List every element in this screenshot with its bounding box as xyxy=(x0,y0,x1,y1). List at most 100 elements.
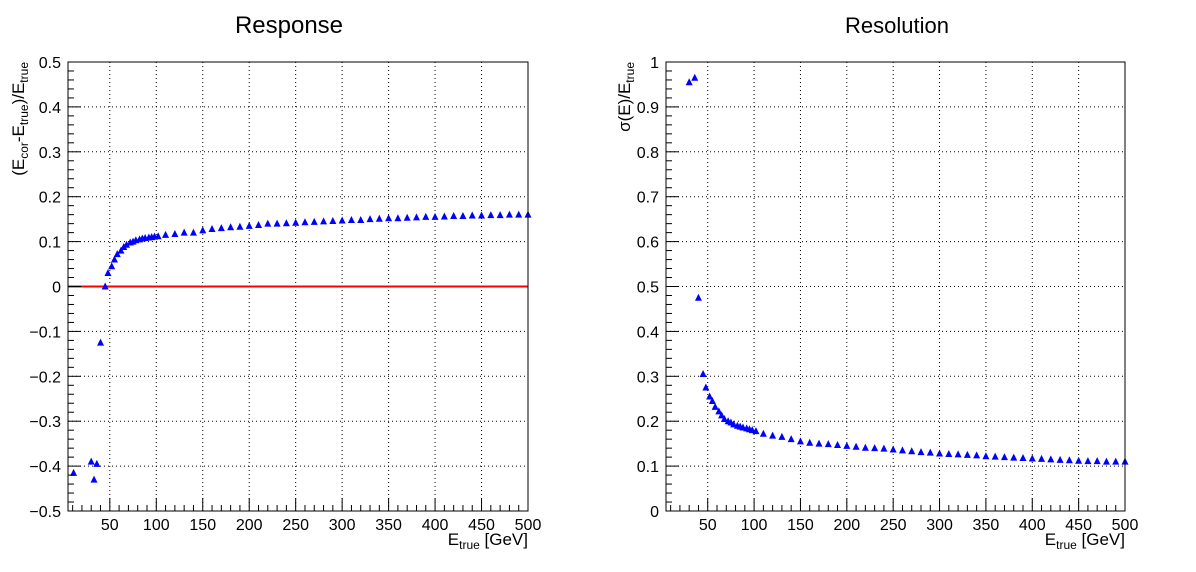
resolution-x-tick-label: 500 xyxy=(1112,517,1139,534)
resolution-data-point xyxy=(954,450,962,458)
response-x-label-sub: true xyxy=(459,538,480,552)
response-data-point xyxy=(357,216,365,224)
response-data-point xyxy=(347,216,355,224)
response-y-axis-label: (Ecor-Etrue)/Etrue xyxy=(9,62,31,176)
response-data-point xyxy=(236,222,244,230)
response-data-point xyxy=(329,216,337,224)
response-data-point xyxy=(440,212,448,220)
resolution-data-point xyxy=(752,427,760,435)
response-data-point xyxy=(199,226,207,234)
response-data-point xyxy=(108,262,116,270)
response-data-point xyxy=(217,224,225,232)
resolution-data-point xyxy=(889,445,897,453)
resolution-x-axis-label: Etrue [GeV] xyxy=(1045,530,1125,552)
resolution-y-tick-label: 0.1 xyxy=(637,459,659,476)
resolution-y-axis-label: σ(E)/Etrue xyxy=(615,62,637,132)
response-x-tick-label: 250 xyxy=(282,517,309,534)
response-data-point xyxy=(189,228,197,236)
resolution-y-tick-label: 0.7 xyxy=(637,190,659,207)
resolution-data-point xyxy=(1112,457,1120,465)
response-data-point xyxy=(171,229,179,237)
resolution-x-tick-label: 350 xyxy=(973,517,1000,534)
resolution-data-point xyxy=(898,446,906,454)
response-data-point xyxy=(117,246,125,254)
response-y-label-part: (E xyxy=(9,159,28,176)
response-markers xyxy=(70,210,532,483)
response-data-point xyxy=(468,211,476,219)
resolution-data-point xyxy=(871,444,879,452)
resolution-y-label-part: true xyxy=(623,62,637,83)
response-x-tick-label: 450 xyxy=(468,517,495,534)
resolution-data-point xyxy=(1056,455,1064,463)
resolution-x-tick-label: 450 xyxy=(1065,517,1092,534)
resolution-data-point xyxy=(718,411,726,419)
resolution-x-tick-label: 200 xyxy=(833,517,860,534)
response-data-point xyxy=(338,216,346,224)
response-data-point xyxy=(431,212,439,220)
resolution-data-point xyxy=(963,450,971,458)
response-data-point xyxy=(478,211,486,219)
response-data-point xyxy=(162,230,170,238)
response-y-tick-label: 0.1 xyxy=(39,235,61,252)
resolution-data-point xyxy=(706,392,714,400)
response-data-point xyxy=(180,228,188,236)
response-data-point xyxy=(487,211,495,219)
resolution-data-point xyxy=(730,420,738,428)
resolution-data-point xyxy=(815,439,823,447)
response-y-tick-label: 0.3 xyxy=(39,145,61,162)
response-title: Response xyxy=(235,12,343,39)
response-data-point xyxy=(104,269,112,277)
response-data-point xyxy=(394,214,402,222)
response-data-point xyxy=(208,225,216,233)
resolution-data-point xyxy=(1010,453,1018,461)
resolution-x-tick-label: 400 xyxy=(1019,517,1046,534)
resolution-data-point xyxy=(699,370,707,378)
response-y-label-part: -E xyxy=(9,125,28,142)
resolution-x-tick-label: 50 xyxy=(699,517,717,534)
response-data-point xyxy=(154,232,162,240)
response-panel: Response 50 100 150 200 250 300 350 400 450 500 −… xyxy=(9,12,541,552)
resolution-y-tick-label: 1 xyxy=(650,55,659,72)
response-y-tick-label: −0.2 xyxy=(29,369,61,386)
resolution-data-point xyxy=(1019,454,1027,462)
resolution-data-point xyxy=(973,451,981,459)
response-data-point xyxy=(422,212,430,220)
response-data-point xyxy=(301,218,309,226)
resolution-data-point xyxy=(1075,456,1083,464)
resolution-y-tick-label: 0.9 xyxy=(637,100,659,117)
response-data-point xyxy=(450,212,458,220)
resolution-data-point xyxy=(685,78,693,86)
resolution-data-point xyxy=(1065,456,1073,464)
response-y-tick-label: 0.5 xyxy=(39,55,61,72)
response-data-point xyxy=(375,214,383,222)
response-data-point xyxy=(412,213,420,221)
resolution-data-point xyxy=(926,448,934,456)
resolution-data-point xyxy=(834,440,842,448)
response-x-tick-label: 50 xyxy=(101,517,119,534)
response-x-tick-labels: 50 100 150 200 250 300 350 400 450 500 xyxy=(101,517,542,534)
resolution-data-point xyxy=(1047,455,1055,463)
resolution-data-point xyxy=(702,383,710,391)
resolution-x-tick-labels: 50 100 150 200 250 300 350 400 450 500 xyxy=(699,517,1139,534)
response-y-label-part: cor xyxy=(17,142,31,159)
resolution-y-tick-label: 0.3 xyxy=(637,369,659,386)
response-data-point xyxy=(310,217,318,225)
resolution-x-label-suffix: [GeV] xyxy=(1077,530,1125,549)
response-x-tick-label: 500 xyxy=(515,517,542,534)
resolution-data-point xyxy=(991,452,999,460)
resolution-data-point xyxy=(806,438,814,446)
resolution-data-point xyxy=(843,441,851,449)
resolution-data-point xyxy=(852,442,860,450)
response-data-point xyxy=(255,220,263,228)
response-data-point xyxy=(87,457,95,465)
resolution-data-point xyxy=(796,437,804,445)
resolution-grid xyxy=(666,61,1126,512)
response-data-point xyxy=(264,219,272,227)
resolution-data-point xyxy=(715,407,723,415)
resolution-x-label-base: E xyxy=(1045,530,1056,549)
response-data-point xyxy=(385,214,393,222)
response-data-point xyxy=(496,211,504,219)
response-x-label-base: E xyxy=(448,530,459,549)
response-data-point xyxy=(70,468,78,476)
resolution-x-tick-label: 250 xyxy=(880,517,907,534)
